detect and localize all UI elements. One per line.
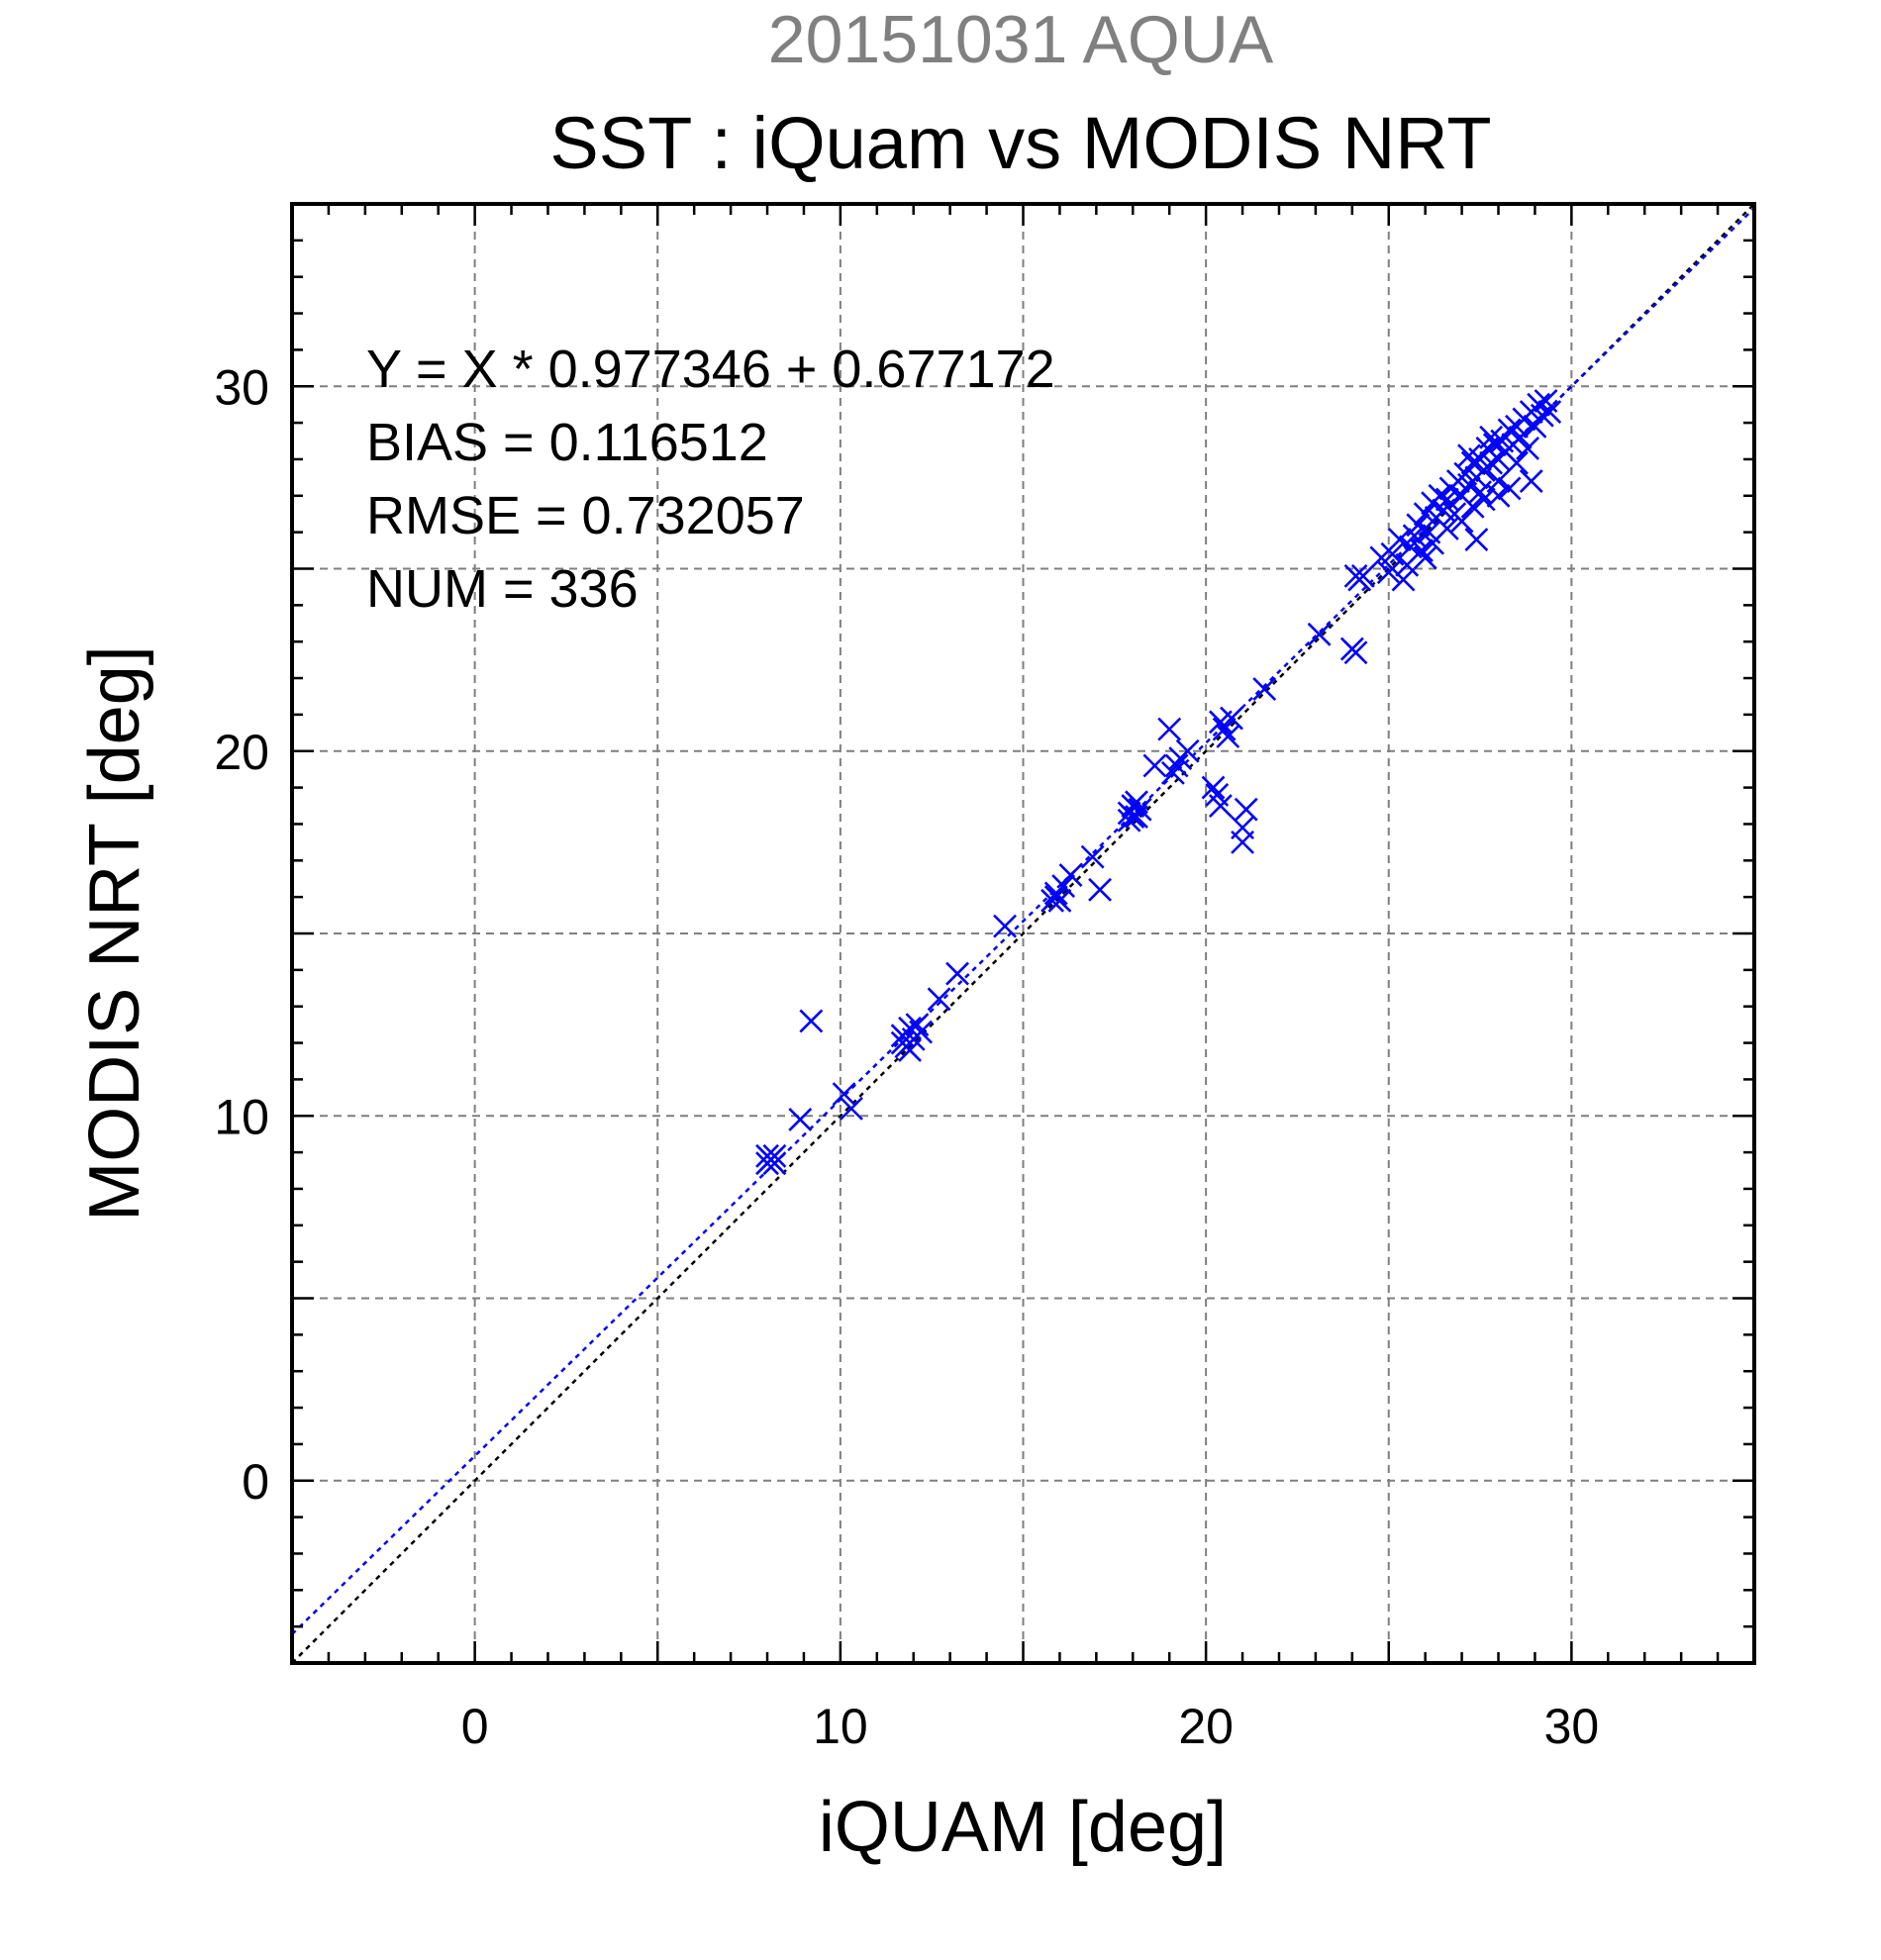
y-tick-label: 30	[214, 359, 269, 415]
data-point	[1125, 790, 1148, 815]
data-point	[1201, 775, 1226, 800]
fit-equation: Y = X * 0.977346 + 0.677172	[366, 340, 1055, 399]
data-point	[1406, 513, 1431, 538]
data-point	[905, 1013, 930, 1037]
data-point	[1435, 517, 1459, 540]
grid	[292, 204, 1754, 1663]
data-point	[1058, 863, 1083, 887]
data-point	[1464, 528, 1489, 551]
data-point	[1486, 469, 1511, 493]
regression-line	[291, 207, 1755, 1635]
y-tick-labels: 0 10 20 30	[214, 359, 269, 1510]
stats-box: Y = X * 0.977346 + 0.677172 BIAS = 0.116…	[366, 340, 1055, 619]
data-point	[1497, 418, 1522, 442]
data-point	[1457, 443, 1481, 468]
data-point	[1252, 677, 1277, 702]
x-tick-label: 30	[1544, 1699, 1600, 1754]
data-point	[1080, 844, 1105, 869]
data-point	[927, 987, 951, 1012]
chart-super-title: 20151031 AQUA	[768, 2, 1274, 77]
data-point	[1460, 494, 1485, 519]
data-point	[1380, 541, 1405, 566]
data-point	[898, 1038, 922, 1062]
data-point	[799, 1009, 824, 1033]
identity-line	[291, 203, 1755, 1664]
data-point	[1220, 706, 1243, 731]
data-point	[1387, 528, 1412, 551]
data-point	[840, 1096, 863, 1121]
x-tick-label: 20	[1178, 1699, 1234, 1754]
reference-lines	[291, 203, 1755, 1664]
data-point	[1216, 725, 1240, 748]
data-point	[1428, 483, 1452, 508]
data-point	[909, 1020, 934, 1044]
data-point	[1160, 760, 1185, 785]
data-point	[1505, 450, 1529, 475]
data-point	[1231, 816, 1254, 840]
data-point	[1208, 794, 1233, 818]
data-point	[1350, 563, 1375, 588]
chart-title: SST : iQuam vs MODIS NRT	[549, 102, 1491, 184]
data-point	[1164, 753, 1189, 778]
data-point	[1391, 567, 1416, 592]
data-point	[1530, 403, 1554, 428]
data-point	[1410, 539, 1434, 562]
rmse-value: RMSE = 0.732057	[366, 486, 805, 545]
data-point	[1212, 717, 1237, 741]
data-point	[1343, 640, 1368, 665]
x-tick-label: 10	[813, 1699, 868, 1754]
data-points	[755, 389, 1562, 1176]
data-point	[1121, 805, 1145, 829]
data-point	[762, 1151, 787, 1176]
plot-frame	[290, 202, 1756, 1665]
data-point	[762, 1143, 787, 1168]
data-point	[945, 961, 969, 986]
data-point	[832, 1082, 856, 1107]
data-point	[1449, 509, 1474, 534]
x-tick-label: 0	[461, 1699, 489, 1754]
data-point	[1376, 560, 1401, 585]
bias-value: BIAS = 0.116512	[366, 413, 768, 472]
data-point	[993, 914, 1017, 938]
data-point	[1043, 885, 1068, 910]
data-point	[1508, 425, 1533, 449]
data-point	[1088, 877, 1112, 902]
y-tick-label: 20	[214, 725, 269, 780]
y-axis-label: MODIS NRT [deg]	[75, 645, 154, 1222]
num-value: NUM = 336	[366, 559, 639, 619]
data-point	[1142, 753, 1167, 778]
data-point	[1497, 476, 1522, 501]
y-tick-label: 0	[242, 1454, 269, 1510]
x-axis-label: iQUAM [deg]	[819, 1788, 1227, 1867]
data-point	[1175, 738, 1200, 763]
data-point	[1157, 717, 1182, 741]
data-point	[788, 1108, 813, 1131]
data-point	[1307, 622, 1332, 646]
data-point	[1516, 436, 1539, 460]
y-tick-label: 10	[214, 1089, 269, 1144]
data-point	[1413, 545, 1437, 570]
data-point	[1051, 874, 1076, 899]
data-point	[1479, 450, 1504, 475]
data-point	[1468, 480, 1492, 505]
data-point	[1471, 487, 1496, 512]
data-point	[1537, 400, 1562, 424]
x-tick-labels: 0 10 20 30	[461, 1699, 1599, 1754]
data-point	[1519, 469, 1543, 493]
data-point	[1234, 797, 1258, 822]
